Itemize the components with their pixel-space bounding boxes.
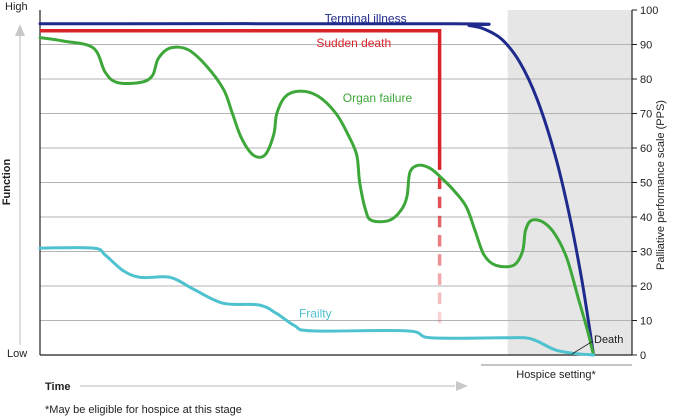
x-axis-arrowhead bbox=[456, 381, 468, 391]
series-lines bbox=[38, 22, 595, 357]
y-tick-label: 60 bbox=[640, 143, 652, 155]
y-tick-label: 50 bbox=[640, 178, 652, 190]
y-tick-label: 80 bbox=[640, 74, 652, 86]
y-label-high: High bbox=[5, 1, 28, 13]
y-tick-label: 40 bbox=[640, 212, 652, 224]
sudden-death-label: Sudden death bbox=[316, 36, 391, 50]
series-labels: Terminal illness Sudden death Organ failur… bbox=[299, 12, 413, 321]
y-tick-label: 30 bbox=[640, 247, 652, 259]
y-tick-label: 10 bbox=[640, 316, 652, 328]
y-label-low: Low bbox=[7, 348, 27, 360]
y-tick-label: 70 bbox=[640, 109, 652, 121]
y-tick-label: 90 bbox=[640, 40, 652, 52]
terminal-illness-label: Terminal illness bbox=[325, 12, 407, 26]
y-axis-arrowhead bbox=[15, 24, 25, 36]
death-label: Death bbox=[594, 334, 623, 346]
death-pointer bbox=[571, 340, 594, 355]
y-tick-label: 0 bbox=[640, 350, 646, 362]
footnote: *May be eligible for hospice at this sta… bbox=[45, 404, 242, 416]
y-axis-title-right: Palliative performance scale (PPS) bbox=[655, 100, 667, 270]
terminal-illness-line bbox=[38, 22, 595, 357]
gridlines bbox=[39, 10, 633, 356]
y-tick-label: 20 bbox=[640, 281, 652, 293]
x-axis-title: Time bbox=[45, 381, 70, 393]
organ-failure-label: Organ failure bbox=[343, 91, 413, 105]
right-axis-ticks: 0 10 20 30 40 50 60 70 80 90 100 bbox=[632, 5, 658, 362]
frailty-line bbox=[38, 246, 595, 357]
organ-failure-line bbox=[38, 36, 595, 357]
frailty-label: Frailty bbox=[299, 307, 332, 321]
y-tick-label: 100 bbox=[640, 5, 658, 17]
hospice-setting-label: Hospice setting* bbox=[516, 369, 596, 381]
sudden-death-line bbox=[40, 28, 442, 159]
y-axis-title-left: Function bbox=[1, 159, 13, 206]
